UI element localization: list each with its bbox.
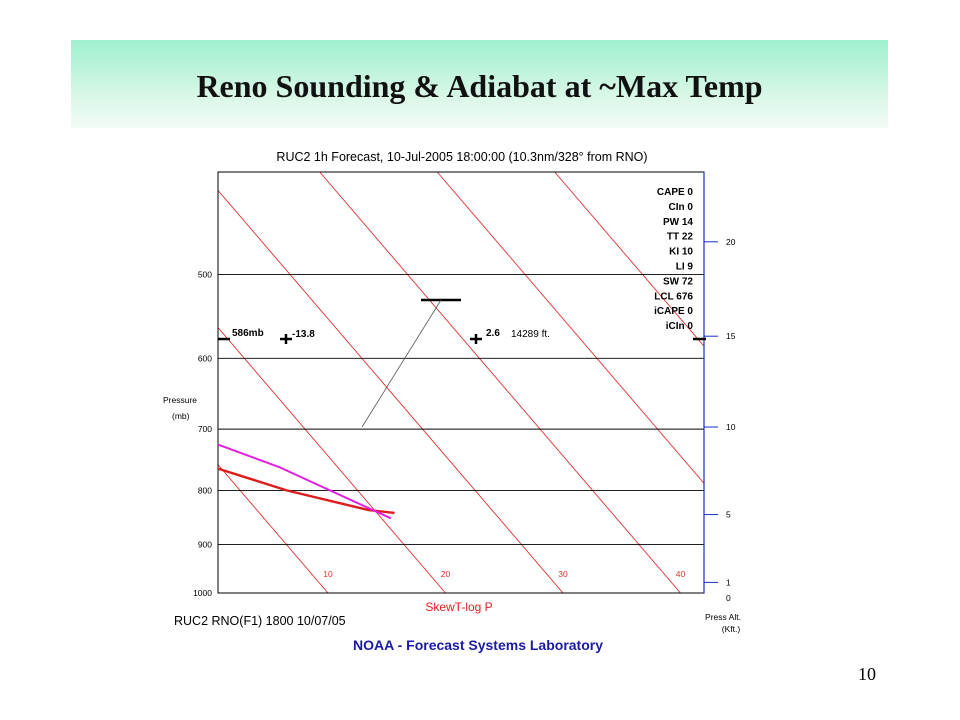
isotherm-line: [0, 172, 93, 593]
slide-title: Reno Sounding & Adiabat at ~Max Temp: [196, 68, 763, 104]
pressure-tick-label: 500: [198, 270, 212, 280]
chart-title: RUC2 1h Forecast, 10-Jul-2005 18:00:00 (…: [276, 150, 647, 164]
pressure-tick-label: 1000: [193, 588, 212, 598]
stability-index: CIn 0: [669, 202, 694, 213]
pressure-tick-label: 700: [198, 424, 212, 434]
model-run-label: RUC2 RNO(F1) 1800 10/07/05: [174, 614, 346, 628]
temperature-tick-labels: 10 20 30 40: [323, 569, 685, 579]
altitude-tick-label: 5: [726, 510, 731, 520]
altitude-tick-label: 1: [726, 577, 731, 587]
x-axis-label: SkewT-log P: [425, 600, 492, 614]
pressure-tick-label: 900: [198, 540, 212, 550]
pressure-tick-labels: 500 600 700 800 900 1000: [193, 270, 212, 598]
stability-index: iCAPE 0: [654, 306, 693, 317]
isotherm-line: [218, 189, 564, 593]
credit-label: NOAA - Forecast Systems Laboratory: [353, 637, 603, 653]
temperature-tick-label: 10: [323, 569, 333, 579]
y-axis-label: Pressure: [163, 395, 197, 405]
dewpoint-line: [0, 246, 49, 513]
isotherm-line: [436, 172, 704, 485]
isobar-lines: [218, 274, 704, 594]
pressure-tick-label: 600: [198, 353, 212, 363]
temperature-tick-label: 20: [441, 569, 451, 579]
isotherm-line: [218, 326, 446, 593]
level-markers: 586mb -13.8 2.6 14289 ft.: [218, 298, 706, 428]
dewpoint-value-label: -13.8: [292, 329, 315, 340]
isotherm-line: [218, 463, 329, 593]
title-band: Reno Sounding & Adiabat at ~Max Temp: [71, 40, 888, 128]
isotherm-line: [0, 172, 211, 593]
plot-frame: [217, 171, 705, 594]
adiabat-line: [218, 443, 392, 520]
altitude-tick-label: 0: [726, 593, 731, 603]
stability-index: SW 72: [663, 276, 693, 287]
mixing-ratio-line: [361, 299, 442, 428]
altitude-tick-label: 10: [726, 422, 736, 432]
level-pressure-label: 586mb: [232, 328, 264, 339]
temperature-tick-label: 40: [676, 569, 686, 579]
page-number: 10: [858, 664, 876, 684]
temperature-tick-label: 30: [558, 569, 568, 579]
y-axis-unit: (mb): [172, 411, 190, 421]
stability-index: LCL 676: [654, 291, 693, 302]
sounding-series: [0, 246, 395, 520]
stability-index: LI 9: [676, 262, 694, 273]
stability-index: PW 14: [663, 217, 693, 228]
stability-index: CAPE 0: [657, 187, 694, 198]
isotherm-lines: [0, 172, 704, 593]
altitude-tick-label: 20: [726, 237, 736, 247]
temperature-line: [218, 467, 395, 515]
stability-index: iCIn 0: [666, 321, 694, 332]
height-value-label: 14289 ft.: [511, 329, 550, 340]
right-axis-unit: (Kft.): [722, 624, 741, 634]
temp-value-label: 2.6: [486, 328, 500, 339]
right-axis-label: Press Alt.: [705, 612, 741, 622]
stability-index: KI 10: [669, 247, 693, 258]
isotherm-line: [554, 172, 704, 347]
stability-indices: CAPE 0 CIn 0 PW 14 TT 22 KI 10 LI 9 SW 72 LCL 6…: [654, 187, 693, 332]
altitude-tick-label: 15: [726, 331, 736, 341]
pressure-tick-label: 800: [198, 485, 212, 495]
stability-index: TT 22: [667, 232, 694, 243]
isotherm-line: [319, 172, 681, 593]
